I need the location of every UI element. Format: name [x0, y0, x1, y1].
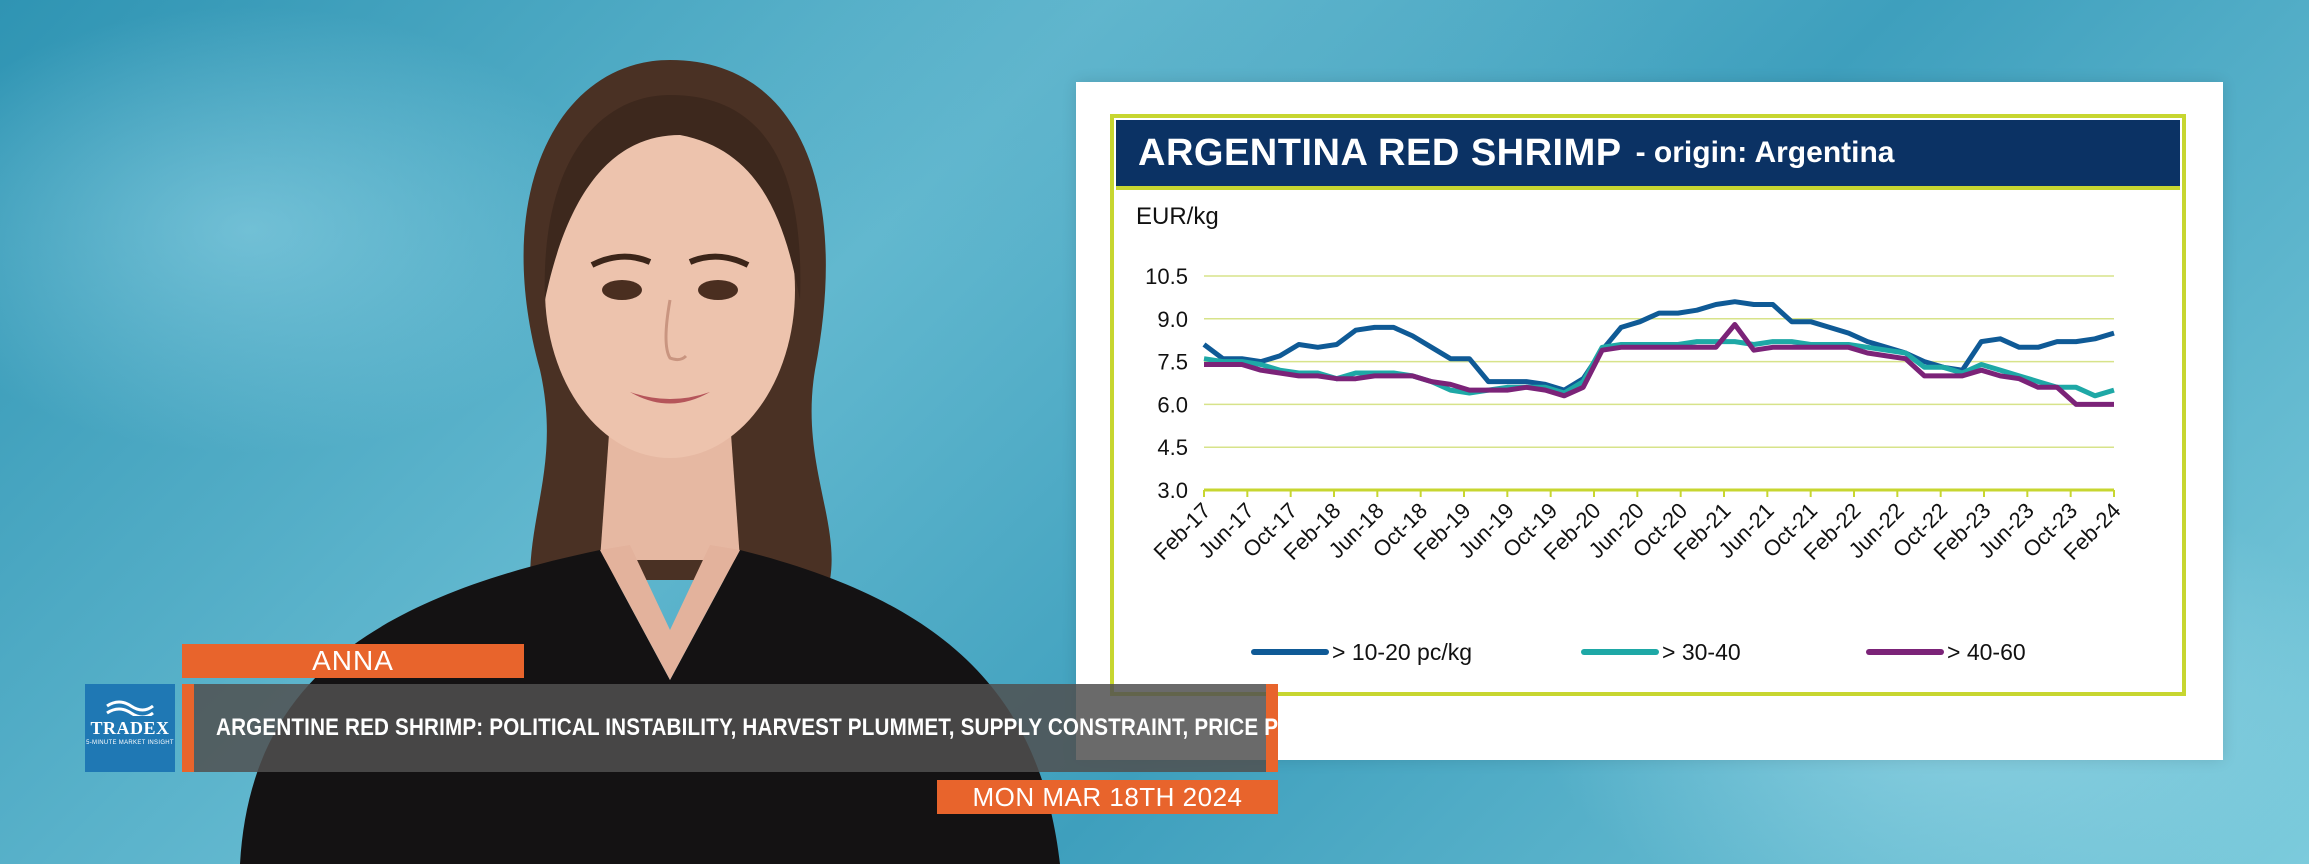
tradex-logo: TRADEX 5-MINUTE MARKET INSIGHT: [85, 684, 175, 772]
presenter-name-tag: ANNA: [182, 644, 524, 678]
y-tick-label: 4.5: [1157, 435, 1188, 460]
line-chart: EUR/kg3.04.56.07.59.010.5Feb-17Jun-17Oct…: [1136, 203, 2126, 665]
legend-label-2: > 30-40: [1662, 639, 1741, 665]
legend-label-3: > 40-60: [1947, 639, 2026, 665]
y-axis-label: EUR/kg: [1136, 203, 1219, 230]
logo-tagline: 5-MINUTE MARKET INSIGHT: [86, 740, 174, 746]
headline-bar: ARGENTINE RED SHRIMP: POLITICAL INSTABIL…: [182, 684, 1379, 772]
y-tick-label: 6.0: [1157, 392, 1188, 417]
series-line-1: [1202, 299, 2115, 393]
price-chart-card: ARGENTINA RED SHRIMP - origin: Argentina…: [1076, 82, 2223, 760]
logo-brand: TRADEX: [90, 718, 170, 738]
chart-frame: ARGENTINA RED SHRIMP - origin: Argentina…: [1110, 114, 2186, 696]
y-tick-label: 10.5: [1145, 264, 1188, 289]
chart-title: ARGENTINA RED SHRIMP: [1138, 131, 1622, 174]
wave-logo-icon: [106, 700, 154, 716]
y-tick-label: 7.5: [1157, 350, 1188, 375]
chart-subtitle: - origin: Argentina: [1635, 136, 1895, 169]
date-tag: MON MAR 18TH 2024: [937, 780, 1278, 814]
series-line-2: [1203, 339, 2115, 399]
chart-header: ARGENTINA RED SHRIMP - origin: Argentina: [1116, 120, 2180, 190]
series-line-3: [1204, 322, 2114, 407]
legend-label-1: > 10-20 pc/kg: [1332, 639, 1472, 665]
y-tick-label: 3.0: [1157, 478, 1188, 503]
headline-text: ARGENTINE RED SHRIMP: POLITICAL INSTABIL…: [216, 714, 1380, 741]
y-tick-label: 9.0: [1157, 307, 1188, 332]
